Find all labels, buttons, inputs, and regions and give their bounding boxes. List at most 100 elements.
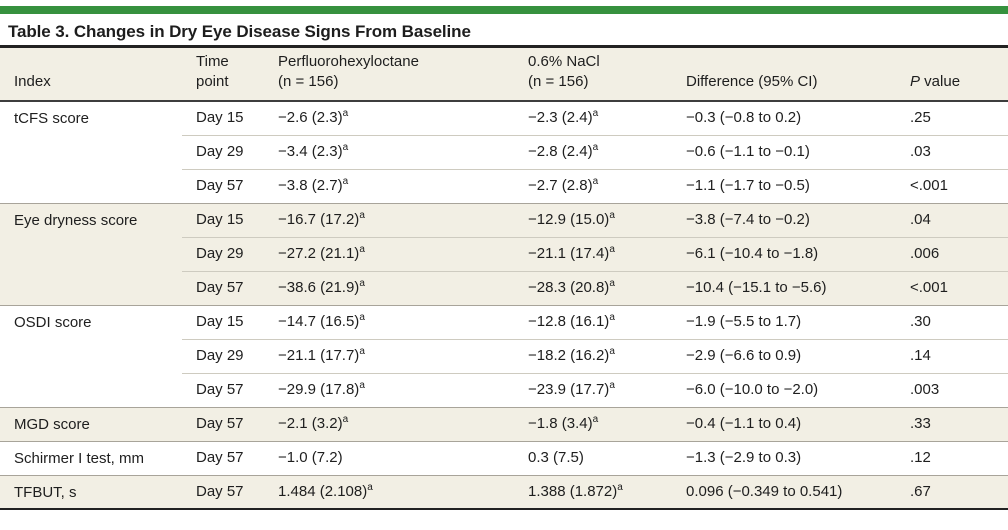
p-value-cell: <.001 [896,270,1008,305]
p-value-cell: .30 [896,304,1008,339]
pfho-value-cell: −27.2 (21.1)a [264,236,514,271]
difference-cell: −0.4 (−1.1 to 0.4) [672,406,896,441]
difference-cell-text: −6.0 (−10.0 to −2.0) [686,381,819,398]
footnote-marker: a [592,142,599,153]
pfho-value-cell-text: 1.484 (2.108) [278,482,368,500]
table-row: TFBUT, s Day 57 1.484 (2.108)a 1.388 (1.872… [0,474,1008,509]
pfho-value-cell: −21.1 (17.7)a [264,338,514,373]
difference-cell: 0.096 (−0.349 to 0.541) [672,474,896,509]
time-point-cell-text: Day 57 [196,482,244,500]
footnote-marker: a [359,278,365,289]
p-value-cell-text: .006 [910,245,940,262]
footnote-marker: a [342,414,349,425]
footnote-marker: a [592,108,599,120]
pfho-value-cell: −3.8 (2.7)a [264,168,514,203]
table-row: tCFS score Day 15 −2.6 (2.3)a −2.3 (2.4)a −0… [0,100,1008,203]
footnote-marker: a [367,481,373,493]
table-row: Day 57 −38.6 (21.9)a −28.3 (20.8)a −10.4 (−… [0,270,1008,305]
index-cell: MGD score [0,406,182,441]
difference-cell-text: −6.1 (−10.4 to −1.8) [686,245,819,262]
p-value-cell: <.001 [896,168,1008,203]
column-header-perfluorohexyloctane: Perfluorohexyloctane (n = 156) [264,46,514,101]
difference-cell: −6.0 (−10.0 to −2.0) [672,372,896,407]
time-point-cell-text: Day 57 [196,381,244,398]
pfho-value-cell-text: −21.1 (17.7) [278,347,360,364]
p-value-cell-text: .25 [910,109,931,127]
pfho-value-cell: −1.0 (7.2) [264,440,514,475]
column-header-p-value: P value [896,46,1008,101]
nacl-value-cell: −2.3 (2.4)a [514,100,672,135]
difference-cell: −1.9 (−5.5 to 1.7) [672,304,896,339]
time-point-cell: Day 57 [182,474,264,509]
p-value-header-rest: value [920,73,961,90]
p-value-cell-text: .04 [910,211,931,228]
table-title: Table 3. Changes in Dry Eye Disease Sign… [8,22,471,41]
time-point-cell: Day 15 [182,202,264,237]
nacl-value-cell-text: −2.7 (2.8) [528,177,593,194]
difference-cell: −10.4 (−15.1 to −5.6) [672,270,896,305]
index-cell: OSDI score [0,304,182,407]
pfho-value-cell: −29.9 (17.8)a [264,372,514,407]
time-point-cell-text: Day 15 [196,109,244,127]
pfho-value-cell: 1.484 (2.108)a [264,474,514,509]
footnote-marker: a [617,481,623,493]
difference-cell: −0.3 (−0.8 to 0.2) [672,100,896,135]
time-point-cell: Day 15 [182,100,264,135]
p-value-cell: .12 [896,440,1008,475]
footnote-marker: a [609,312,615,323]
nacl-value-cell: −2.7 (2.8)a [514,168,672,203]
footnote-marker: a [359,312,365,323]
index-cell: TFBUT, s [0,474,182,509]
nacl-value-cell: −2.8 (2.4)a [514,134,672,169]
footnote-marker: a [609,244,615,255]
pfho-value-cell-text: −16.7 (17.2) [278,211,360,228]
nacl-value-cell: −21.1 (17.4)a [514,236,672,271]
nacl-value-cell-text: −2.3 (2.4) [528,109,593,127]
footnote-marker: a [359,210,365,221]
time-point-cell: Day 29 [182,236,264,271]
pfho-value-cell: −2.1 (3.2)a [264,406,514,441]
footnote-marker: a [592,176,599,187]
pfho-value-cell-text: −38.6 (21.9) [278,279,360,296]
p-value-cell-text: .33 [910,415,931,432]
table-row: OSDI score Day 15 −14.7 (16.5)a −12.8 (16.1… [0,304,1008,407]
time-point-cell-text: Day 29 [196,347,244,364]
pfho-value-cell-text: −3.4 (2.3) [278,143,343,160]
time-point-cell-text: Day 57 [196,415,244,432]
header-row: Index Time point Perfluorohexyloctane (n… [0,46,1008,101]
difference-cell-text: −0.4 (−1.1 to 0.4) [686,415,802,432]
difference-cell: −3.8 (−7.4 to −0.2) [672,202,896,237]
difference-cell-text: −2.9 (−6.6 to 0.9) [686,347,802,364]
index-cell: Schirmer I test, mm [0,440,182,475]
p-value-cell: .006 [896,236,1008,271]
table-row: Day 29 −3.4 (2.3)a −2.8 (2.4)a −0.6 (−1.1 t… [0,134,1008,169]
table-body: tCFS score Day 15 −2.6 (2.3)a −2.3 (2.4)a −0… [0,100,1008,509]
nacl-value-cell: 1.388 (1.872)a [514,474,672,509]
p-value-cell: .67 [896,474,1008,509]
column-header-difference: Difference (95% CI) [672,46,896,101]
time-point-cell: Day 29 [182,338,264,373]
pfho-value-cell: −16.7 (17.2)a [264,202,514,237]
footnote-marker: a [342,142,349,153]
time-point-cell: Day 29 [182,134,264,169]
p-value-cell-text: .14 [910,347,931,364]
footnote-marker: a [609,380,615,391]
footnote-marker: a [359,380,365,391]
footnote-marker: a [609,278,615,289]
nacl-value-cell: −1.8 (3.4)a [514,406,672,441]
footnote-marker: a [359,346,365,357]
difference-cell-text: −0.6 (−1.1 to −0.1) [686,143,810,160]
difference-cell-text: −3.8 (−7.4 to −0.2) [686,211,810,228]
pfho-value-cell-text: −2.1 (3.2) [278,415,343,432]
p-value-cell: .04 [896,202,1008,237]
p-value-header-italic: P [910,73,921,90]
p-value-cell-text: <.001 [910,177,948,194]
pfho-value-cell-text: −2.6 (2.3) [278,109,343,127]
nacl-value-cell: −12.9 (15.0)a [514,202,672,237]
time-point-cell: Day 15 [182,304,264,339]
pfho-value-cell: −14.7 (16.5)a [264,304,514,339]
time-point-cell: Day 57 [182,406,264,441]
nacl-value-cell-text: −21.1 (17.4) [528,245,610,262]
index-cell: tCFS score [0,100,182,203]
table-top-accent-bar [0,6,1008,14]
